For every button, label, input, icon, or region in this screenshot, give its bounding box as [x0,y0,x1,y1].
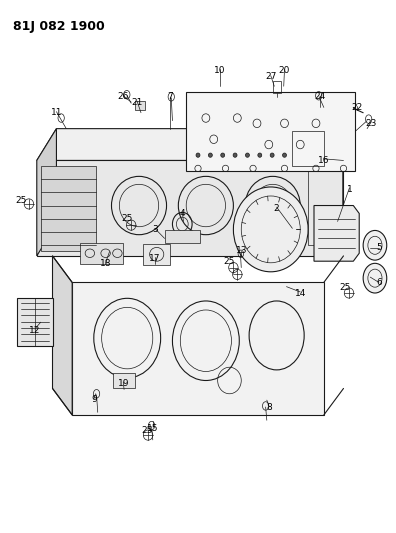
Polygon shape [165,230,200,243]
Text: 1: 1 [346,185,352,194]
Bar [135,101,145,110]
Text: 25: 25 [15,196,27,205]
Text: 20: 20 [279,66,290,75]
Text: 81J 082 1900: 81J 082 1900 [13,20,105,33]
Text: 9: 9 [91,394,97,403]
Ellipse shape [246,153,249,157]
Text: 22: 22 [352,103,363,112]
Text: 2: 2 [274,204,280,213]
Ellipse shape [221,153,225,157]
Text: 17: 17 [149,254,160,263]
Polygon shape [53,256,72,415]
Ellipse shape [282,153,286,157]
Text: 25: 25 [122,214,133,223]
Text: 26: 26 [118,92,129,101]
Ellipse shape [270,153,274,157]
Text: 8: 8 [266,402,272,411]
Ellipse shape [233,153,237,157]
Text: 15: 15 [147,424,158,433]
Text: 13: 13 [236,246,247,255]
Polygon shape [37,128,343,160]
Polygon shape [80,243,123,264]
Ellipse shape [196,153,200,157]
Text: 27: 27 [265,72,276,81]
Text: 10: 10 [214,66,225,75]
Polygon shape [72,282,324,415]
Text: 24: 24 [314,92,326,101]
Text: 16: 16 [318,156,329,165]
Polygon shape [41,166,96,251]
Text: 25: 25 [340,283,351,292]
Ellipse shape [233,187,308,272]
Polygon shape [37,160,343,256]
Text: 25: 25 [141,426,152,435]
Bar [114,373,135,389]
Text: 23: 23 [366,119,377,128]
Polygon shape [17,298,53,346]
Polygon shape [186,92,355,171]
Text: 5: 5 [376,244,382,253]
Ellipse shape [208,153,212,157]
Text: 14: 14 [295,288,306,297]
Text: 25: 25 [224,257,235,265]
Ellipse shape [363,263,387,293]
Text: 12: 12 [29,326,40,335]
Polygon shape [314,206,359,261]
Text: 21: 21 [131,98,143,107]
Text: 19: 19 [118,378,129,387]
Text: 18: 18 [100,260,111,268]
Text: 4: 4 [179,209,185,218]
Ellipse shape [363,230,387,260]
Ellipse shape [258,153,262,157]
Text: 3: 3 [152,225,158,234]
Text: 6: 6 [376,278,382,287]
Bar [292,131,324,166]
Polygon shape [37,128,57,256]
Bar [308,171,341,245]
Bar [143,244,170,265]
Text: 7: 7 [168,92,173,101]
Text: 11: 11 [51,108,62,117]
Bar [273,81,281,93]
